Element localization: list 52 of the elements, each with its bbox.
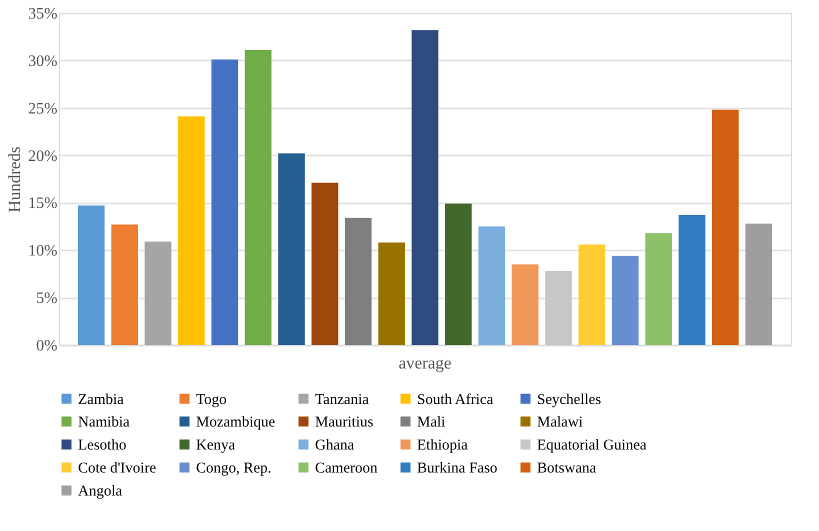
legend-label: Angola <box>78 484 122 500</box>
legend-label: Togo <box>196 392 227 408</box>
legend-label: Tanzania <box>315 392 370 408</box>
legend-label: Mauritius <box>315 414 374 430</box>
legend-label: Zambia <box>78 392 124 408</box>
bar <box>412 30 438 345</box>
legend-label: Lesotho <box>78 438 126 454</box>
bar <box>512 264 538 345</box>
bar <box>745 224 772 345</box>
bar <box>478 226 506 345</box>
y-tick-label: 25% <box>28 100 58 118</box>
legend-label: Congo, Rep. <box>196 460 272 476</box>
legend-label: Seychelles <box>537 392 602 408</box>
bar <box>712 110 739 345</box>
legend-label: Cameroon <box>315 460 378 476</box>
bar <box>445 204 472 345</box>
legend-label: Mali <box>417 414 446 430</box>
y-tick-label: 0% <box>36 338 58 354</box>
bar <box>545 271 572 345</box>
bar <box>378 242 405 345</box>
legend-label: Malawi <box>537 414 583 430</box>
bar <box>78 206 105 345</box>
legend-label: Ethiopia <box>417 438 468 454</box>
y-tick-label: 30% <box>28 52 58 70</box>
bar <box>645 233 672 345</box>
y-tick-label: 10% <box>28 242 58 260</box>
bar <box>612 256 639 345</box>
x-tick-label: average <box>398 354 452 372</box>
legend-label: Mozambique <box>196 414 276 430</box>
y-tick-label: 15% <box>28 195 58 212</box>
legend-label: South Africa <box>417 392 494 408</box>
legend-label: Ghana <box>315 438 354 454</box>
legend-label: Botswana <box>537 460 596 476</box>
y-tick-label: 20% <box>28 148 58 165</box>
y-axis-title: Hundreds <box>5 146 24 213</box>
bar <box>211 59 238 345</box>
bar <box>678 215 706 345</box>
legend-label: Namibia <box>78 414 130 430</box>
legend-label: Cote d'Ivoire <box>78 460 156 476</box>
legend-label: Equatorial Guinea <box>537 438 647 454</box>
legend-label: Kenya <box>196 438 236 454</box>
bar <box>578 244 606 345</box>
y-tick-label: 5% <box>36 290 58 308</box>
y-tick-label: 35% <box>28 6 58 22</box>
bar <box>111 224 138 345</box>
bar <box>144 242 172 345</box>
bar <box>344 218 372 345</box>
bar <box>178 116 205 345</box>
bar <box>244 50 272 345</box>
legend-label: Burkina Faso <box>417 460 498 476</box>
bar <box>312 182 338 345</box>
bar <box>278 153 305 345</box>
